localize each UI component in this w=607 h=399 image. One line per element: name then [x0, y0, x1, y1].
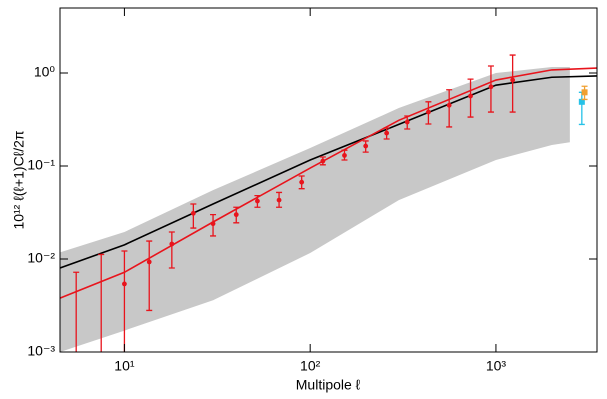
x-tick-label: 10³: [486, 358, 507, 374]
data-point: [255, 198, 260, 204]
data-point: [299, 179, 305, 185]
data-point: [581, 89, 588, 96]
error-bar: [73, 271, 80, 352]
data-point: [384, 130, 390, 136]
data-point: [488, 84, 494, 90]
data-point: [190, 210, 196, 216]
data-point: [363, 143, 369, 149]
model-line: [60, 67, 597, 299]
data-point: [320, 158, 326, 164]
data-point: [146, 259, 152, 265]
y-tick-label: 10⁻³: [27, 343, 55, 359]
y-tick-label: 10⁻²: [27, 250, 55, 266]
data-point: [578, 98, 585, 105]
plot-frame: [59, 7, 598, 353]
data-point: [276, 197, 282, 203]
error-bar: [146, 240, 153, 312]
data-point: [468, 93, 473, 99]
y-tick-label: 10⁰: [34, 64, 56, 80]
error-bar: [509, 54, 516, 113]
data-point: [404, 119, 410, 125]
data-point: [342, 153, 347, 158]
x-tick-label: 10²: [300, 358, 321, 374]
data-point: [169, 241, 175, 247]
data-point: [446, 102, 452, 108]
error-bar: [98, 253, 105, 352]
data-point: [210, 221, 216, 227]
error-bar: [446, 89, 453, 128]
plot-area: [60, 54, 597, 392]
y-tick-label: 10⁻¹: [27, 157, 55, 173]
x-tick-label: 10¹: [114, 358, 135, 374]
data-point: [426, 109, 431, 115]
error-bar: [121, 250, 128, 352]
data-point: [510, 77, 516, 83]
error-bar: [190, 203, 197, 229]
band: [60, 67, 570, 352]
error-bar: [168, 231, 175, 269]
y-axis-label: 10¹² ℓ(ℓ+1)Cℓ/2π: [11, 130, 27, 229]
x-axis-label: Multipole ℓ: [296, 377, 361, 393]
data-point: [99, 387, 104, 392]
model-line: [60, 75, 597, 269]
data-point: [233, 212, 239, 218]
data-point: [122, 281, 127, 287]
data-point: [74, 387, 79, 392]
